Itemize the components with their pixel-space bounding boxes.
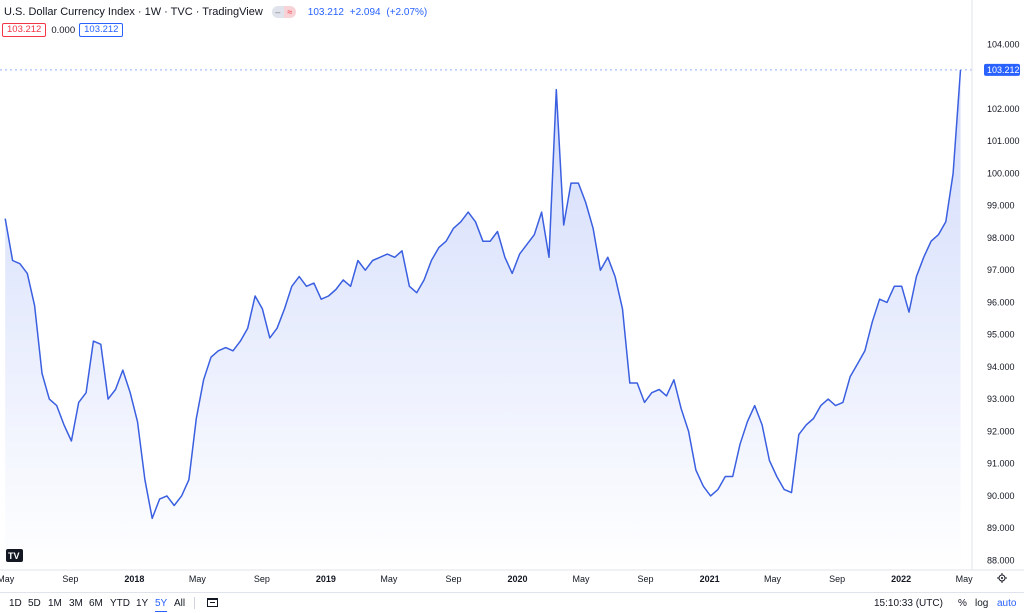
price-chart[interactable]: 104.000 102.000 101.000 100.000 99.000 98.000… xyxy=(0,0,1024,592)
price-axis[interactable]: 104.000 102.000 101.000 100.000 99.000 98.000… xyxy=(971,0,1020,570)
time-tick-label: 2022 xyxy=(891,574,911,584)
calendar-range-icon[interactable] xyxy=(207,598,218,607)
price-tick-label: 100.000 xyxy=(987,168,1020,178)
timeframe-1y[interactable]: 1Y xyxy=(136,598,149,609)
spread-value: 0.000 xyxy=(51,24,76,36)
timeframe-all[interactable]: All xyxy=(174,598,186,609)
price-line[interactable] xyxy=(4,69,962,520)
timeframe-3m[interactable]: 3M xyxy=(69,598,83,609)
time-tick-label: Sep xyxy=(254,574,270,584)
time-tick-label: 2019 xyxy=(316,574,336,584)
symbol-title[interactable]: U.S. Dollar Currency Index · 1W · TVC · … xyxy=(4,6,263,18)
price-tick-label: 96.000 xyxy=(987,297,1015,307)
price-tick-label: 95.000 xyxy=(987,330,1015,340)
timeframe-ytd[interactable]: YTD xyxy=(110,598,130,609)
timeframe-1m[interactable]: 1M xyxy=(48,598,62,609)
price-tick-label: 90.000 xyxy=(987,491,1015,501)
bottom-toolbar: 1D 5D 1M 3M 6M YTD 1Y 5Y All 15:10:33 (U… xyxy=(0,592,1024,613)
timeframe-1d[interactable]: 1D xyxy=(9,598,22,609)
settings-gear-icon[interactable] xyxy=(997,573,1007,583)
price-tick-label: 94.000 xyxy=(987,362,1015,372)
time-tick-label: Sep xyxy=(62,574,78,584)
price-change-percent: (+2.07%) xyxy=(386,6,428,18)
timeframe-5d[interactable]: 5D xyxy=(28,598,41,609)
bid-price[interactable]: 103.212 xyxy=(2,23,47,37)
svg-text:TV: TV xyxy=(8,551,20,561)
toolbar-divider xyxy=(194,597,195,609)
chart-legend-header: U.S. Dollar Currency Index · 1W · TVC · … xyxy=(4,5,430,19)
time-tick-label: Sep xyxy=(638,574,654,584)
price-tick-label: 92.000 xyxy=(987,426,1015,436)
time-tick-label: May xyxy=(572,574,590,584)
price-tick-label: 98.000 xyxy=(987,233,1015,243)
time-tick-label: Sep xyxy=(829,574,845,584)
price-change: +2.094 xyxy=(349,6,381,18)
time-tick-label: 2021 xyxy=(700,574,720,584)
percent-toggle[interactable]: % xyxy=(958,598,967,609)
bid-ask-row: 103.212 0.000 103.212 xyxy=(2,23,124,37)
minus-icon: – xyxy=(271,6,284,18)
last-price: 103.212 xyxy=(307,6,344,18)
clock-time[interactable]: 15:10:33 (UTC) xyxy=(874,598,943,609)
time-tick-label: 2018 xyxy=(124,574,144,584)
time-tick-label: 2020 xyxy=(507,574,527,584)
log-toggle[interactable]: log xyxy=(975,598,989,609)
time-axis[interactable]: May Sep 2018 May Sep 2019 May Sep 2020 May Sep 2021… xyxy=(0,569,1024,584)
price-area-fill xyxy=(5,69,961,571)
price-tick-label: 101.000 xyxy=(987,136,1020,146)
price-tick-label: 89.000 xyxy=(987,523,1015,533)
price-tick-label: 99.000 xyxy=(987,201,1015,211)
ask-price[interactable]: 103.212 xyxy=(79,23,124,37)
price-tick-label: 91.000 xyxy=(987,459,1015,469)
last-price-label: 103.212 xyxy=(987,65,1020,75)
tradingview-logo-icon[interactable]: TV xyxy=(6,549,23,562)
price-summary: 103.212 +2.094 (+2.07%) xyxy=(308,7,430,18)
time-tick-label: May xyxy=(764,574,782,584)
last-price-marker xyxy=(984,63,1020,76)
market-status-badge[interactable]: – ≈ xyxy=(271,6,296,18)
price-tick-label: 88.000 xyxy=(987,555,1015,565)
price-tick-label: 102.000 xyxy=(987,104,1020,114)
timeframe-5y[interactable]: 5Y xyxy=(155,598,168,612)
time-tick-label: Sep xyxy=(445,574,461,584)
time-tick-label: May xyxy=(380,574,398,584)
time-tick-label: May xyxy=(956,574,974,584)
auto-scale-toggle[interactable]: auto xyxy=(997,598,1017,609)
time-tick-label: May xyxy=(0,574,15,584)
price-tick-label: 97.000 xyxy=(987,265,1015,275)
approx-icon: ≈ xyxy=(283,6,296,18)
timeframe-6m[interactable]: 6M xyxy=(89,598,103,609)
plot-area[interactable] xyxy=(0,69,972,571)
price-tick-label: 93.000 xyxy=(987,394,1015,404)
time-tick-label: May xyxy=(189,574,207,584)
price-tick-label: 104.000 xyxy=(987,40,1020,50)
